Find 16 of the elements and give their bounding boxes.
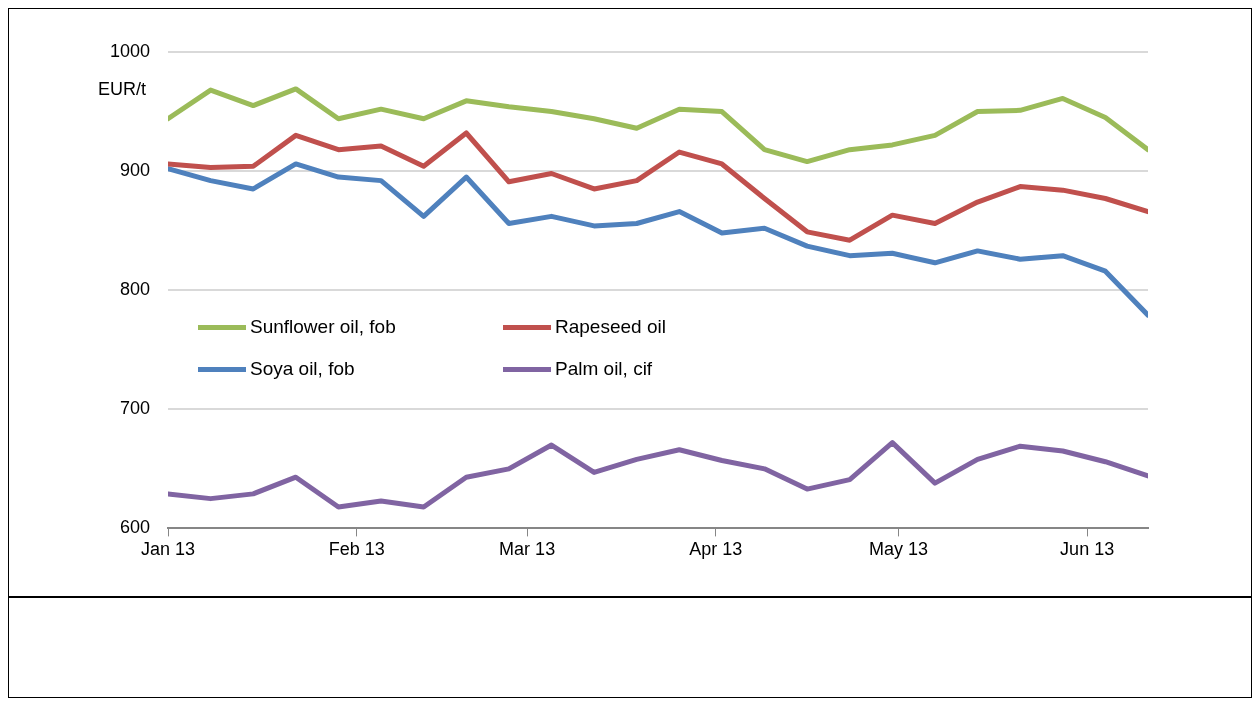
y-tick-label: 700 [119,398,150,419]
x-tick-label: Feb 13 [328,539,385,560]
y-tick-label: 900 [119,160,150,181]
x-tick-label: Jun 13 [1060,539,1115,560]
legend-label: Rapeseed oil [555,316,666,338]
legend-label: Sunflower oil, fob [250,316,396,338]
x-tick-label: Apr 13 [689,539,743,560]
y-tick-label: 1000 [109,40,150,61]
y-tick-label: 600 [119,517,150,538]
legend-label: Soya oil, fob [250,358,355,380]
x-tick-label: Jan 13 [140,539,196,560]
x-tick-label: Mar 13 [499,539,556,560]
y-tick-label: 800 [119,279,150,300]
y-axis-title: EUR/t [97,78,146,99]
x-tick-label: May 13 [868,539,928,560]
legend-label: Palm oil, cif [555,358,653,380]
